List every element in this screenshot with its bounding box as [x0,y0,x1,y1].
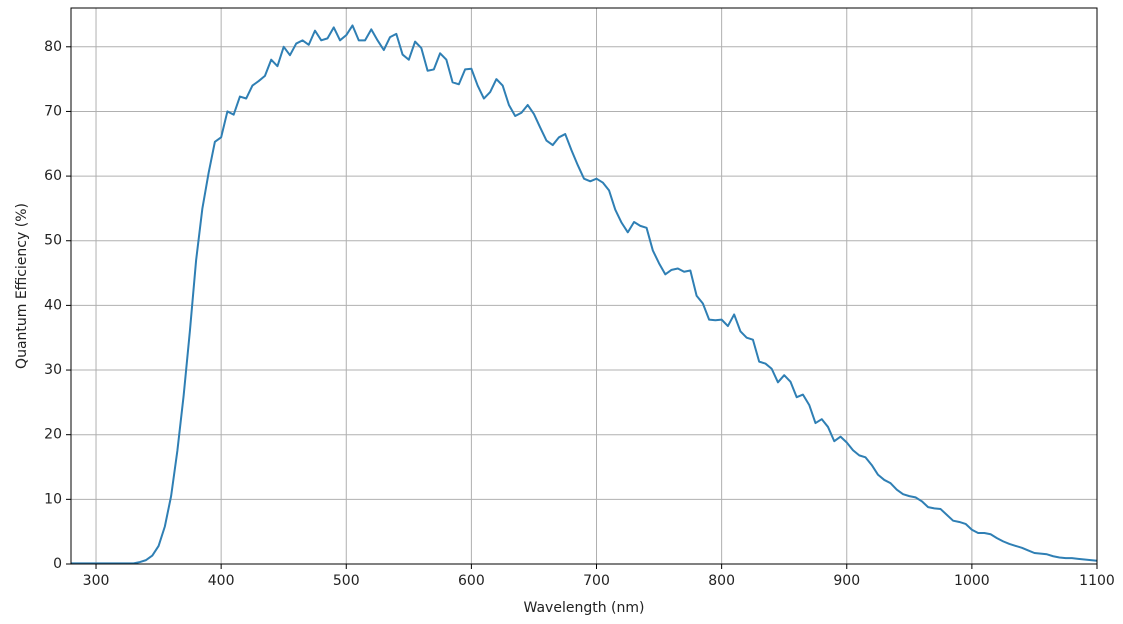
y-tick-label: 60 [44,168,62,184]
y-tick-label: 70 [44,103,62,119]
x-axis-label: Wavelength (nm) [524,600,645,616]
x-tick-label: 700 [583,573,610,589]
y-tick-label: 20 [44,427,62,443]
data-line [71,24,1098,565]
y-tick-label: 10 [44,491,62,507]
x-tick-label: 800 [708,573,735,589]
x-tick-label: 400 [208,573,235,589]
y-tick-label: 80 [44,39,62,55]
plot-frame [70,7,1098,565]
y-axis-label: Quantum Efficiency (%) [14,203,30,369]
x-tick-label: 600 [458,573,485,589]
y-tick-label: 0 [53,556,62,572]
x-tick-label: 1100 [1079,573,1115,589]
x-tick-label: 300 [83,573,110,589]
x-tick-label: 500 [333,573,360,589]
y-tick-label: 50 [44,233,62,249]
y-tick-label: 40 [44,297,62,313]
y-tick-label: 30 [44,362,62,378]
x-tick-label: 1000 [954,573,990,589]
x-tick-label: 900 [833,573,860,589]
